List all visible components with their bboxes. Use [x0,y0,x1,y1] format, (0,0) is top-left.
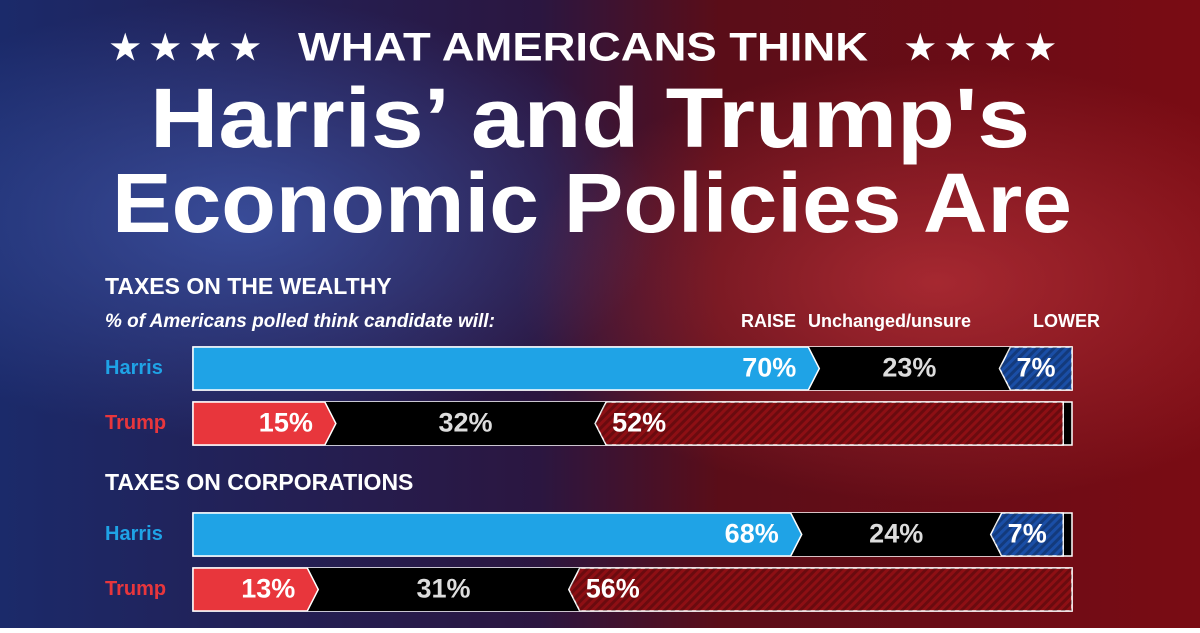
category-label: Trump [105,412,166,434]
kicker: WHAT AMERICANS THINK [298,26,868,70]
title-line: Harris’ and Trump's [150,71,1030,165]
bar-segment [324,402,607,445]
value-label: 7% [1008,519,1047,549]
value-label: 7% [1016,353,1055,383]
value-label: 31% [416,574,470,604]
hatch [595,402,1064,445]
bar-segment [192,401,337,446]
category-label: Harris [105,357,163,379]
hatch [990,513,1064,556]
category-label: Trump [105,578,166,600]
star: ★ [110,29,140,67]
star: ★ [150,29,180,67]
stars: ★ ★ ★ ★ ★ ★ ★ ★ [110,29,1055,67]
bar-segment [307,568,580,611]
star: ★ [1025,29,1055,67]
bar-segment [192,346,821,391]
section-title: TAXES ON THE WEALTHY [105,273,392,299]
value-label: 70% [742,353,796,383]
bar-segment [192,512,803,557]
legend-label: RAISE [741,311,796,331]
section-title: TAXES ON CORPORATIONS [105,469,413,495]
star: ★ [945,29,975,67]
bar-segment [808,347,1011,390]
subtitle: % of Americans polled think candidate wi… [105,311,495,332]
star: ★ [985,29,1015,67]
value-label: 24% [869,519,923,549]
value-label: 56% [586,574,640,604]
value-label: 15% [259,408,313,438]
value-label: 52% [612,408,666,438]
legend-label: Unchanged/unsure [808,311,971,331]
star: ★ [190,29,220,67]
charts: TAXES ON THE WEALTHY % of Americans polle… [105,273,1100,612]
legend-label: LOWER [1033,311,1100,331]
bar-segment [790,513,1002,556]
bar-segment [192,567,320,612]
value-label: 68% [725,519,779,549]
value-label: 23% [882,353,936,383]
category-label: Harris [105,523,163,545]
value-label: 13% [241,574,295,604]
title-line: Economic Policies Are [112,156,1072,250]
star: ★ [230,29,260,67]
hatch [999,347,1072,390]
value-label: 32% [438,408,492,438]
hatch [568,568,1072,611]
star: ★ [905,29,935,67]
